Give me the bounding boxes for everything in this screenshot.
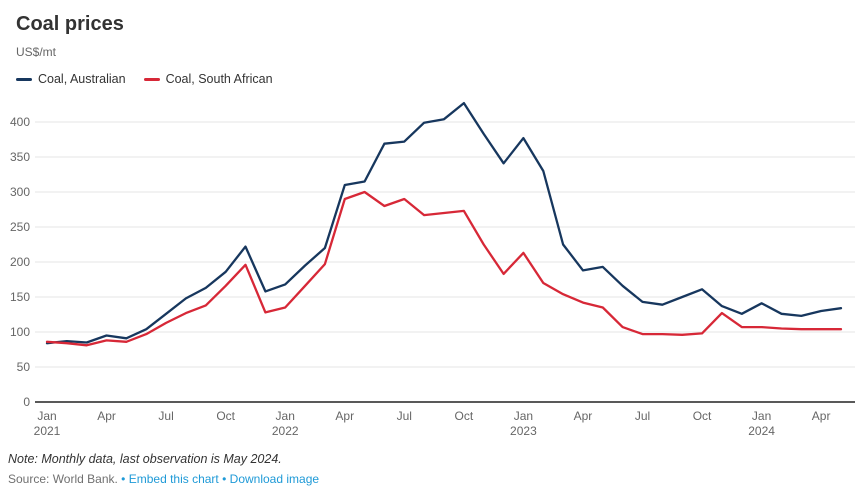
y-axis-label: 400 [10, 115, 30, 129]
download-image-link[interactable]: Download image [229, 472, 320, 486]
legend-label-south-african: Coal, South African [165, 72, 273, 86]
y-axis-label: 50 [17, 360, 31, 374]
x-axis-year-label: 2021 [34, 424, 61, 438]
y-axis-label: 100 [10, 325, 30, 339]
y-axis-label: 300 [10, 185, 30, 199]
x-axis-label: Jan [514, 409, 533, 423]
link-separator: • [222, 472, 227, 486]
x-axis-label: Oct [455, 409, 474, 423]
x-axis-label: Jan [276, 409, 295, 423]
legend-label-australian: Coal, Australian [38, 72, 126, 86]
x-axis-year-label: 2022 [272, 424, 299, 438]
x-axis-year-label: 2023 [510, 424, 537, 438]
chart-header: Coal prices US$/mt Coal, Australian Coal… [0, 0, 861, 86]
x-axis-label: Jul [158, 409, 173, 423]
x-axis-label: Jan [37, 409, 56, 423]
source-text: Source: World Bank. [8, 472, 118, 486]
embed-chart-link[interactable]: Embed this chart [128, 472, 219, 486]
y-axis-label: 0 [23, 395, 30, 409]
x-axis-label: Jul [635, 409, 650, 423]
x-axis-label: Jul [397, 409, 412, 423]
series-line-coal-south-african[interactable] [45, 190, 843, 347]
y-axis-label: 350 [10, 150, 30, 164]
chart-legend: Coal, Australian Coal, South African [16, 72, 845, 86]
chart-footer: Note: Monthly data, last observation is … [0, 450, 861, 486]
y-axis-label: 150 [10, 290, 30, 304]
page-title: Coal prices [16, 13, 124, 35]
chart-units-subtitle: US$/mt [16, 45, 57, 59]
series-line-coal-australian[interactable] [45, 101, 843, 345]
x-axis-label: Jan [752, 409, 771, 423]
x-axis-label: Apr [335, 409, 354, 423]
legend-item-coal-south-african[interactable]: Coal, South African [143, 72, 273, 86]
legend-swatch-south-african-icon [143, 77, 160, 81]
y-axis-label: 200 [10, 255, 30, 269]
x-axis-label: Apr [812, 409, 831, 423]
x-axis-label: Apr [97, 409, 116, 423]
x-axis-label: Oct [216, 409, 235, 423]
link-separator: • [121, 472, 126, 486]
legend-swatch-australian-icon [16, 77, 32, 81]
x-axis-year-label: 2024 [748, 424, 775, 438]
x-axis-label: Apr [574, 409, 593, 423]
chart-note: Note: Monthly data, last observation is … [8, 452, 282, 466]
x-axis-label: Oct [693, 409, 712, 423]
source-line: Source: World Bank. • Embed this chart •… [8, 472, 845, 486]
legend-item-coal-australian[interactable]: Coal, Australian [16, 72, 126, 86]
y-axis-label: 250 [10, 220, 30, 234]
